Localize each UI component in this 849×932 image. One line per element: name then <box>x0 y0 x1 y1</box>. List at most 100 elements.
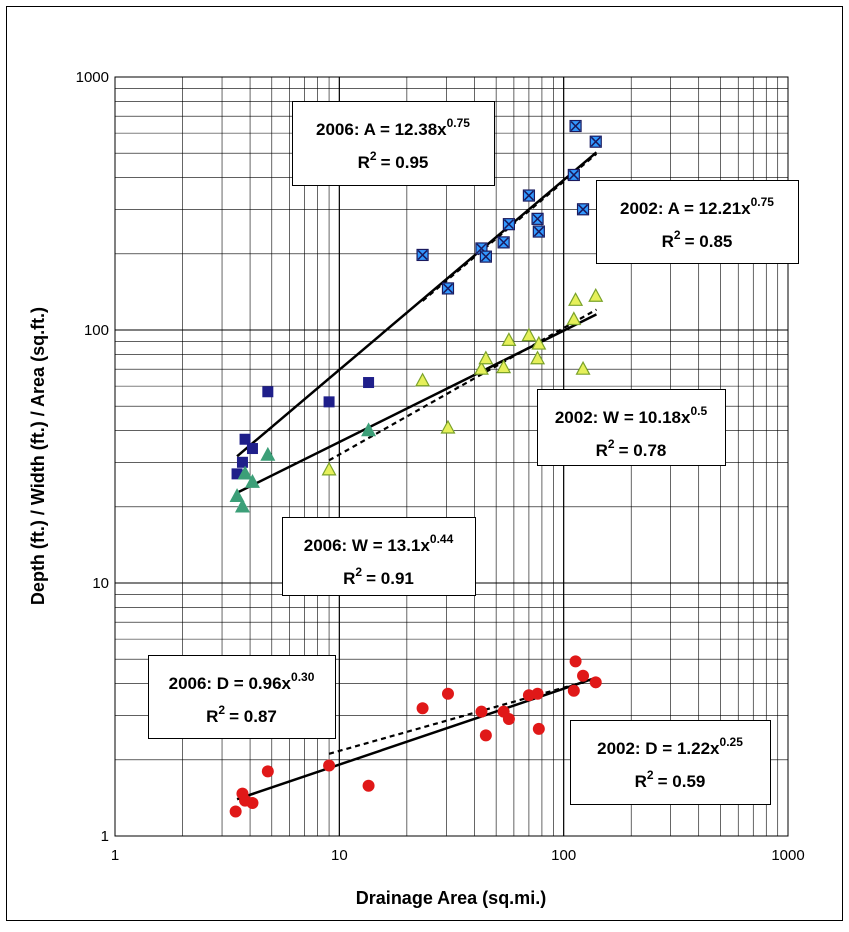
point-square-x <box>576 203 590 216</box>
r-squared-exponent: 2 <box>647 768 654 782</box>
r-squared-text: R2 = 0.78 <box>596 437 667 460</box>
point-triangle <box>575 360 591 375</box>
point-circle <box>441 687 454 700</box>
r-squared-symbol: R <box>343 569 355 588</box>
equation-box-frame <box>596 180 799 264</box>
point-square <box>262 386 274 398</box>
equation-main: 2006: D = 0.96x <box>169 674 292 693</box>
y-tick-label: 1000 <box>76 69 109 86</box>
y-tick-label: 100 <box>84 322 109 339</box>
point-square <box>246 443 258 455</box>
y-tick-label: 1 <box>101 828 109 845</box>
marker-cross <box>578 204 589 215</box>
point-triangle <box>530 350 546 365</box>
equation-box: 2002: D = 1.22x0.25 R2 = 0.59 <box>570 720 771 805</box>
point-square <box>236 456 248 468</box>
trendline-2006 <box>236 151 598 458</box>
marker-cross <box>532 213 543 224</box>
data-points <box>229 119 604 818</box>
point-circle <box>532 722 545 735</box>
r-squared-exponent: 2 <box>370 149 377 163</box>
plot-border <box>114 76 789 837</box>
marker-cross <box>568 169 579 180</box>
r-squared-text: R2 = 0.85 <box>662 228 733 251</box>
equation-box: 2006: W = 13.1x0.44 R2 = 0.91 <box>282 517 476 596</box>
x-tick-label: 1000 <box>771 847 804 864</box>
equation-main: 2002: W = 10.18x <box>555 408 691 427</box>
point-triangle <box>229 488 245 502</box>
equation-exponent: 0.30 <box>291 670 315 684</box>
point-triangle <box>237 465 253 480</box>
point-square-x <box>479 250 492 263</box>
point-triangle <box>568 292 584 306</box>
marker-cross <box>533 226 544 237</box>
equation-exponent: 0.75 <box>447 116 471 130</box>
equation-exponent: 0.44 <box>430 532 454 546</box>
r-squared-value: = 0.95 <box>381 153 429 172</box>
point-triangle <box>440 419 456 434</box>
equation-box-frame <box>292 101 495 186</box>
point-square-x <box>589 135 602 148</box>
equation-text: 2006: D = 0.96x0.30 <box>169 670 315 693</box>
point-triangle <box>521 327 537 342</box>
equation-main: 2006: W = 13.1x <box>304 536 431 555</box>
point-triangle <box>496 359 512 374</box>
equation-main: 2002: A = 12.21x <box>620 199 751 218</box>
equation-exponent: 0.5 <box>690 404 707 418</box>
trendline-2002 <box>328 677 597 755</box>
equation-text: 2006: A = 12.38x0.75 <box>316 116 470 139</box>
point-triangle <box>321 461 337 476</box>
point-circle <box>589 676 602 689</box>
r-squared-exponent: 2 <box>218 703 225 717</box>
x-axis-label: Drainage Area (sq.mi.) <box>356 888 546 908</box>
marker-cross <box>417 249 428 260</box>
r-squared-symbol: R <box>206 707 218 726</box>
r-squared-symbol: R <box>662 232 674 251</box>
point-triangle <box>244 474 260 488</box>
point-circle <box>229 805 242 818</box>
point-square-x <box>522 189 536 202</box>
point-square-x <box>532 225 545 238</box>
r-squared-value: = 0.85 <box>685 232 733 251</box>
y-axis-label: Depth (ft.) / Width (ft.) / Area (sq.ft.… <box>28 307 48 605</box>
r-squared-exponent: 2 <box>608 437 615 451</box>
r-squared-text: R2 = 0.95 <box>358 149 429 172</box>
equation-exponent: 0.75 <box>751 195 775 209</box>
equation-text: 2006: W = 13.1x0.44 <box>304 532 454 555</box>
r-squared-text: R2 = 0.87 <box>206 703 277 726</box>
point-triangle <box>478 350 494 365</box>
y-tick-label: 10 <box>92 575 109 592</box>
point-square-x <box>497 236 510 249</box>
r-squared-value: = 0.91 <box>366 569 414 588</box>
point-triangle <box>566 311 582 326</box>
point-square-x <box>531 212 544 225</box>
equation-box: 2002: A = 12.21x0.75 R2 = 0.85 <box>596 180 799 264</box>
point-triangle <box>260 446 276 461</box>
equation-box-frame <box>570 720 771 805</box>
point-triangle <box>415 372 431 387</box>
point-circle <box>577 669 590 682</box>
marker-cross <box>503 219 514 230</box>
equation-box: 2002: W = 10.18x0.5 R2 = 0.78 <box>537 389 726 466</box>
point-square-x <box>441 282 455 295</box>
point-circle <box>362 779 375 792</box>
equation-exponent: 0.25 <box>720 735 744 749</box>
marker-cross <box>498 237 509 248</box>
trendline-2002 <box>328 308 597 462</box>
point-triangle <box>234 498 250 513</box>
point-square-x <box>567 168 580 182</box>
point-circle <box>475 705 488 718</box>
x-tick-label: 10 <box>331 847 348 864</box>
trendline-2002 <box>421 152 598 302</box>
point-circle <box>567 684 580 697</box>
point-square <box>231 468 243 480</box>
tick-labels: 1 10 100 1000 1 10 100 1000 <box>76 69 805 864</box>
point-circle <box>569 655 582 668</box>
r-squared-exponent: 2 <box>674 228 681 242</box>
r-squared-text: R2 = 0.59 <box>635 768 706 791</box>
x-tick-label: 1 <box>111 847 119 864</box>
r-squared-value: = 0.78 <box>619 441 667 460</box>
point-triangle <box>473 360 489 375</box>
equation-main: 2002: D = 1.22x <box>597 739 720 758</box>
